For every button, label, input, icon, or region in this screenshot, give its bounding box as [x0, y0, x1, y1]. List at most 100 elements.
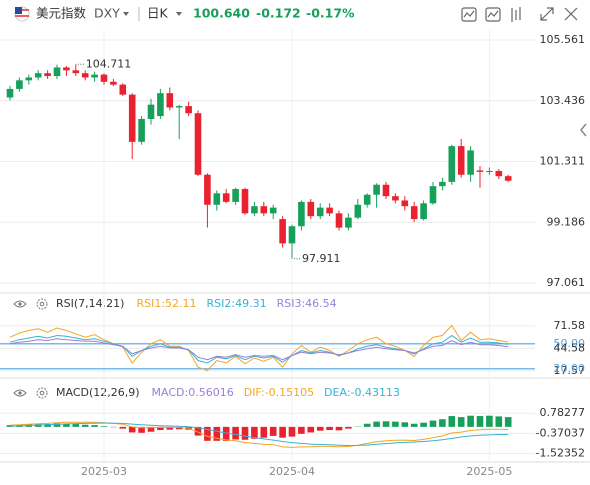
macd-bar	[166, 426, 174, 430]
macd-bar	[363, 423, 371, 427]
candle-body	[81, 73, 89, 78]
y-tick-label: 103.436	[540, 94, 586, 107]
collapse-arrow[interactable]	[580, 123, 587, 137]
close-button[interactable]	[564, 7, 578, 21]
y-tick-label: 44.58	[554, 341, 586, 354]
macd-bar	[345, 426, 352, 429]
indicator-line	[9, 334, 509, 364]
symbol-name[interactable]: 美元指数	[36, 6, 87, 21]
indicator-line	[9, 422, 509, 447]
chart-type-button[interactable]	[485, 7, 501, 22]
candle-body	[495, 171, 503, 177]
eye-icon[interactable]	[13, 389, 27, 397]
candle-body	[373, 184, 380, 195]
candle-body	[16, 80, 23, 89]
candle-button[interactable]	[511, 7, 521, 22]
y-tick-label: 97.061	[547, 276, 586, 289]
candle-body	[110, 81, 117, 85]
legend-entry: RSI2:49.31	[207, 297, 267, 310]
candle-body	[147, 104, 155, 119]
macd-bar	[476, 416, 484, 427]
candle-body	[354, 204, 362, 218]
candle-body	[232, 189, 239, 202]
candle-body	[34, 73, 42, 78]
dropdown-arrow[interactable]	[176, 12, 182, 16]
candle-body	[316, 207, 324, 217]
candle-body	[166, 93, 174, 108]
candle-body	[410, 206, 418, 220]
candle-body	[467, 150, 474, 175]
candle-body	[44, 73, 51, 77]
candle-body	[138, 118, 145, 142]
y-tick-label: 20.00	[554, 362, 586, 375]
macd-bar	[439, 419, 446, 427]
macd-bar	[119, 426, 127, 429]
icon	[487, 10, 499, 18]
macd-bar	[72, 424, 80, 427]
macd-bar	[457, 417, 465, 427]
legend-entry: RSI3:46.54	[277, 297, 337, 310]
y-tick-label: 99.186	[547, 215, 586, 228]
legend-entry: DIF:-0.15105	[244, 386, 314, 399]
candle-body	[448, 146, 456, 182]
macd-bar	[373, 421, 380, 427]
candle-body	[439, 181, 446, 187]
toolbar: 美元指数 DXY 日K 100.640 -0.172 -0.17%	[14, 6, 587, 137]
dropdown-arrow[interactable]	[123, 12, 129, 16]
macd-bar	[269, 426, 277, 436]
candle-body	[63, 67, 70, 71]
candle-body	[185, 106, 192, 114]
legend-entry: RSI1:52.11	[136, 297, 196, 310]
macd-bar	[91, 425, 98, 427]
x-tick-label: 2025-03	[81, 465, 127, 478]
macd-bar	[251, 426, 258, 439]
candle-body	[269, 207, 277, 214]
y-tick-label: -1.52352	[536, 446, 585, 459]
macd-bar	[410, 423, 418, 427]
flag-canton	[15, 7, 22, 14]
macd-bar	[298, 426, 305, 434]
candle-body	[72, 70, 80, 74]
x-tick-label: 2025-04	[269, 465, 315, 478]
candle-body	[429, 186, 437, 204]
period[interactable]: 日K	[147, 6, 169, 21]
candle-body	[298, 201, 305, 227]
macd-bar	[495, 416, 503, 427]
macd-bar	[157, 426, 164, 431]
macd-bar	[213, 426, 221, 441]
candle-body	[204, 174, 211, 205]
macd-bar	[100, 426, 108, 427]
candle-body	[401, 200, 409, 207]
change: -0.172	[256, 6, 301, 21]
settings-icon[interactable]	[36, 387, 48, 399]
eye-icon[interactable]	[13, 300, 27, 308]
eye-icon	[18, 391, 22, 395]
indicator-line	[9, 324, 509, 372]
macd-bar	[448, 416, 456, 427]
macd-bar	[128, 426, 136, 433]
y-tick-label: 50.00	[554, 337, 586, 350]
y-tick-label: 105.561	[540, 33, 586, 46]
y-tick-label: 71.58	[554, 319, 586, 332]
candle-body	[486, 171, 493, 173]
candle-body	[420, 203, 427, 220]
candle-body	[326, 207, 333, 214]
settings-icon[interactable]	[36, 298, 48, 310]
candle-body	[25, 77, 33, 81]
candle-body	[288, 226, 296, 244]
annotation: 104.711	[86, 57, 132, 70]
macd-bar	[335, 426, 343, 431]
fullscreen-button[interactable]	[540, 7, 554, 21]
macd-bar	[147, 426, 155, 432]
candle-body	[260, 206, 268, 214]
indicator-title: MACD(12,26,9)	[56, 386, 140, 399]
macd-bar	[232, 426, 239, 440]
indicator-button[interactable]	[461, 7, 477, 22]
symbol-code[interactable]: DXY	[94, 6, 120, 21]
candle-body	[382, 184, 390, 197]
macd-bar	[288, 426, 296, 437]
macd-bar	[429, 420, 437, 427]
candle-body	[392, 196, 399, 201]
macd-bar	[467, 415, 474, 427]
